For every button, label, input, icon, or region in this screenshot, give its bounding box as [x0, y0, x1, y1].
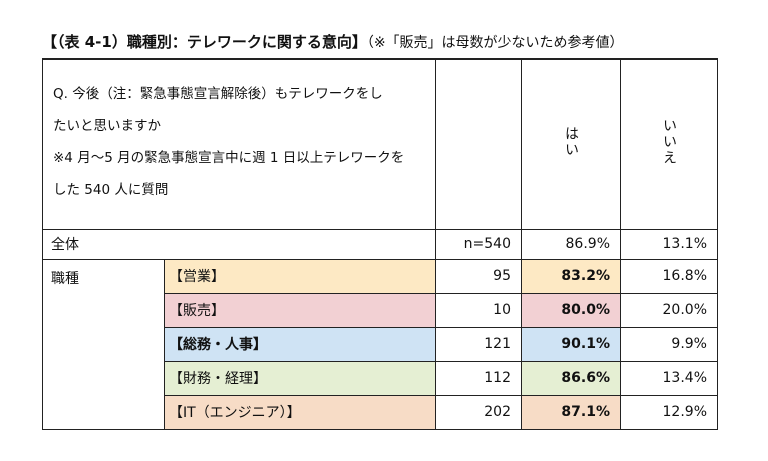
total-row: 全体 n=540 86.9% 13.1% — [42, 228, 718, 260]
row-n: 10 — [435, 292, 522, 328]
group-label: 職種 — [42, 258, 165, 430]
row-n: 202 — [435, 394, 522, 430]
no-header: いいえ — [661, 118, 677, 167]
table-row: 【財務・経理】 112 86.6% 13.4% — [43, 360, 718, 396]
yes-header-cell: はい — [521, 58, 621, 230]
row-no: 13.4% — [620, 360, 718, 396]
n-header-cell — [435, 58, 522, 230]
total-no: 13.1% — [620, 228, 718, 260]
no-header-cell: いいえ — [620, 58, 718, 230]
row-no: 12.9% — [620, 394, 718, 430]
yes-header: はい — [563, 126, 579, 159]
row-label: 【IT（エンジニア）】 — [164, 394, 436, 430]
total-label: 全体 — [42, 228, 436, 260]
question-line-2: たいと思いますか — [53, 118, 161, 134]
row-n: 95 — [435, 258, 522, 294]
row-label: 【財務・経理】 — [164, 360, 436, 396]
row-yes: 83.2% — [521, 258, 621, 294]
table-row: 【総務・人事】 121 90.1% 9.9% — [43, 326, 718, 362]
row-no: 20.0% — [620, 292, 718, 328]
table-title-note: （※「販売」は母数が少ないため参考値） — [366, 35, 624, 51]
total-n: n=540 — [435, 228, 522, 260]
row-label: 【販売】 — [164, 292, 436, 328]
table-row: 【IT（エンジニア）】 202 87.1% 12.9% — [43, 394, 718, 430]
row-label: 【総務・人事】 — [164, 326, 436, 362]
row-label: 【営業】 — [164, 258, 436, 294]
question-line-1: Q. 今後（注：緊急事態宣言解除後）もテレワークをし — [53, 86, 383, 102]
table-title-main: 【（表 4-1）職種別：テレワークに関する意向】 — [42, 33, 367, 51]
row-no: 9.9% — [620, 326, 718, 362]
question-cell: Q. 今後（注：緊急事態宣言解除後）もテレワークをし たいと思いますか ※4 月… — [42, 58, 436, 230]
row-yes: 80.0% — [521, 292, 621, 328]
table-title: 【（表 4-1）職種別：テレワークに関する意向】（※「販売」は母数が少ないため参… — [42, 30, 624, 54]
table-row: 職種 【営業】 95 83.2% 16.8% — [42, 258, 718, 430]
question-line-4: した 540 人に質問 — [53, 182, 169, 198]
row-n: 121 — [435, 326, 522, 362]
row-yes: 90.1% — [521, 326, 621, 362]
results-table: Q. 今後（注：緊急事態宣言解除後）もテレワークをし たいと思いますか ※4 月… — [42, 58, 718, 430]
row-no: 16.8% — [620, 258, 718, 294]
question-line-3: ※4 月～5 月の緊急事態宣言中に週 1 日以上テレワークを — [53, 150, 405, 166]
row-n: 112 — [435, 360, 522, 396]
row-yes: 87.1% — [521, 394, 621, 430]
table-row: 【販売】 10 80.0% 20.0% — [43, 292, 718, 328]
row-yes: 86.6% — [521, 360, 621, 396]
total-yes: 86.9% — [521, 228, 621, 260]
header-row: Q. 今後（注：緊急事態宣言解除後）もテレワークをし たいと思いますか ※4 月… — [42, 58, 718, 230]
